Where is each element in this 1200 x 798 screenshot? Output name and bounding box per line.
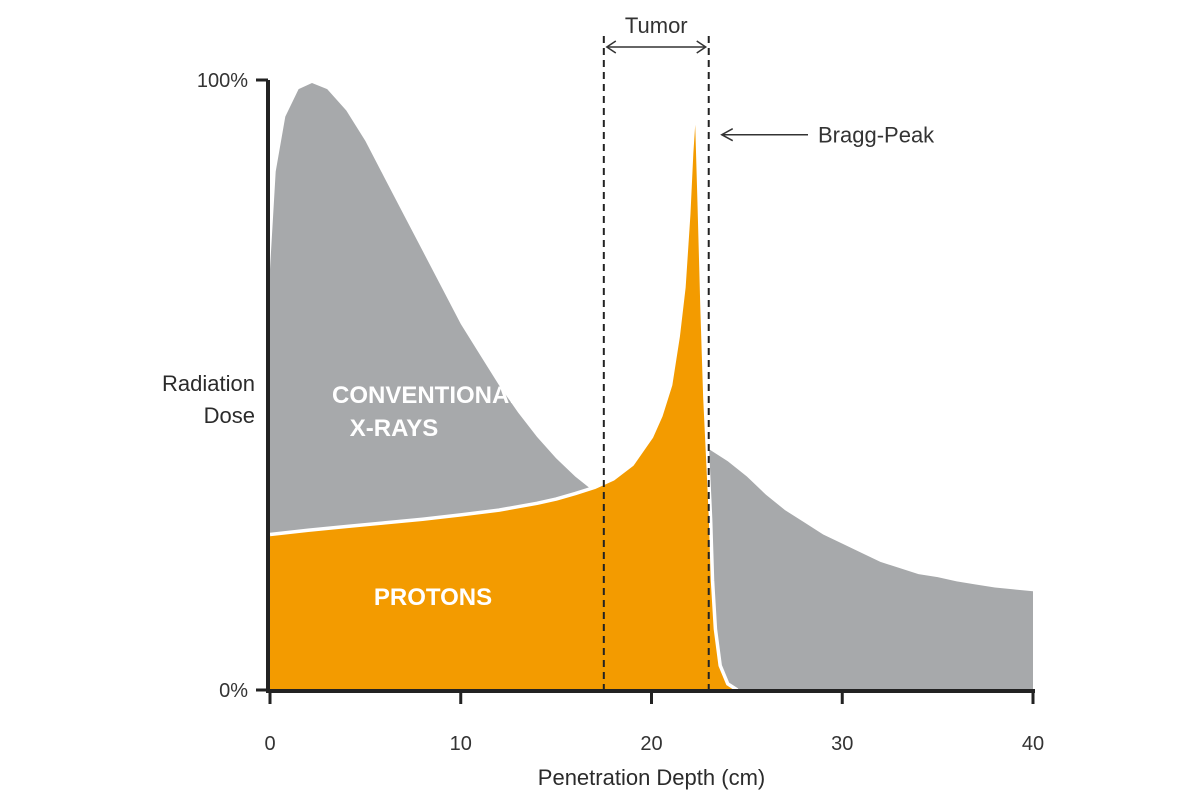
axis-titles: Penetration Depth (cm) Radiation Dose [162, 371, 765, 790]
protons-label-line-0: PROTONS [374, 584, 492, 611]
bragg-annotation: Bragg-Peak [720, 123, 935, 148]
x-tick-label-2: 20 [640, 733, 662, 755]
series-layer [269, 83, 1033, 692]
protons-area [270, 110, 738, 690]
tumor-right-arrowhead [696, 40, 708, 54]
tumor-annotation: Tumor [602, 13, 710, 690]
x-tick-label-0: 0 [264, 733, 275, 755]
tumor-left-arrowhead [605, 40, 617, 54]
x-axis-title: Penetration Depth (cm) [538, 765, 765, 790]
y-axis-title-line-0: Radiation [162, 371, 255, 396]
xrays-label-line-0: CONVENTIONAL [332, 382, 524, 409]
tumor-label: Tumor [625, 13, 688, 38]
y-tick-label-1: 0% [219, 680, 248, 702]
xrays-label-line-1: X-RAYS [350, 415, 438, 442]
y-tick-label-0: 100% [197, 70, 248, 92]
bragg-arrowhead [720, 128, 734, 142]
bragg-peak-label: Bragg-Peak [818, 123, 935, 148]
x-tick-label-1: 10 [450, 733, 472, 755]
region-labels: CONVENTIONAL X-RAYS PROTONS [332, 382, 524, 611]
protons-outline [269, 108, 739, 692]
x-tick-label-4: 40 [1022, 733, 1044, 755]
x-tick-label-3: 30 [831, 733, 853, 755]
y-axis-title-line-1: Dose [204, 403, 255, 428]
tick-labels: 0 10 20 30 40 100% 0% [197, 70, 1044, 755]
